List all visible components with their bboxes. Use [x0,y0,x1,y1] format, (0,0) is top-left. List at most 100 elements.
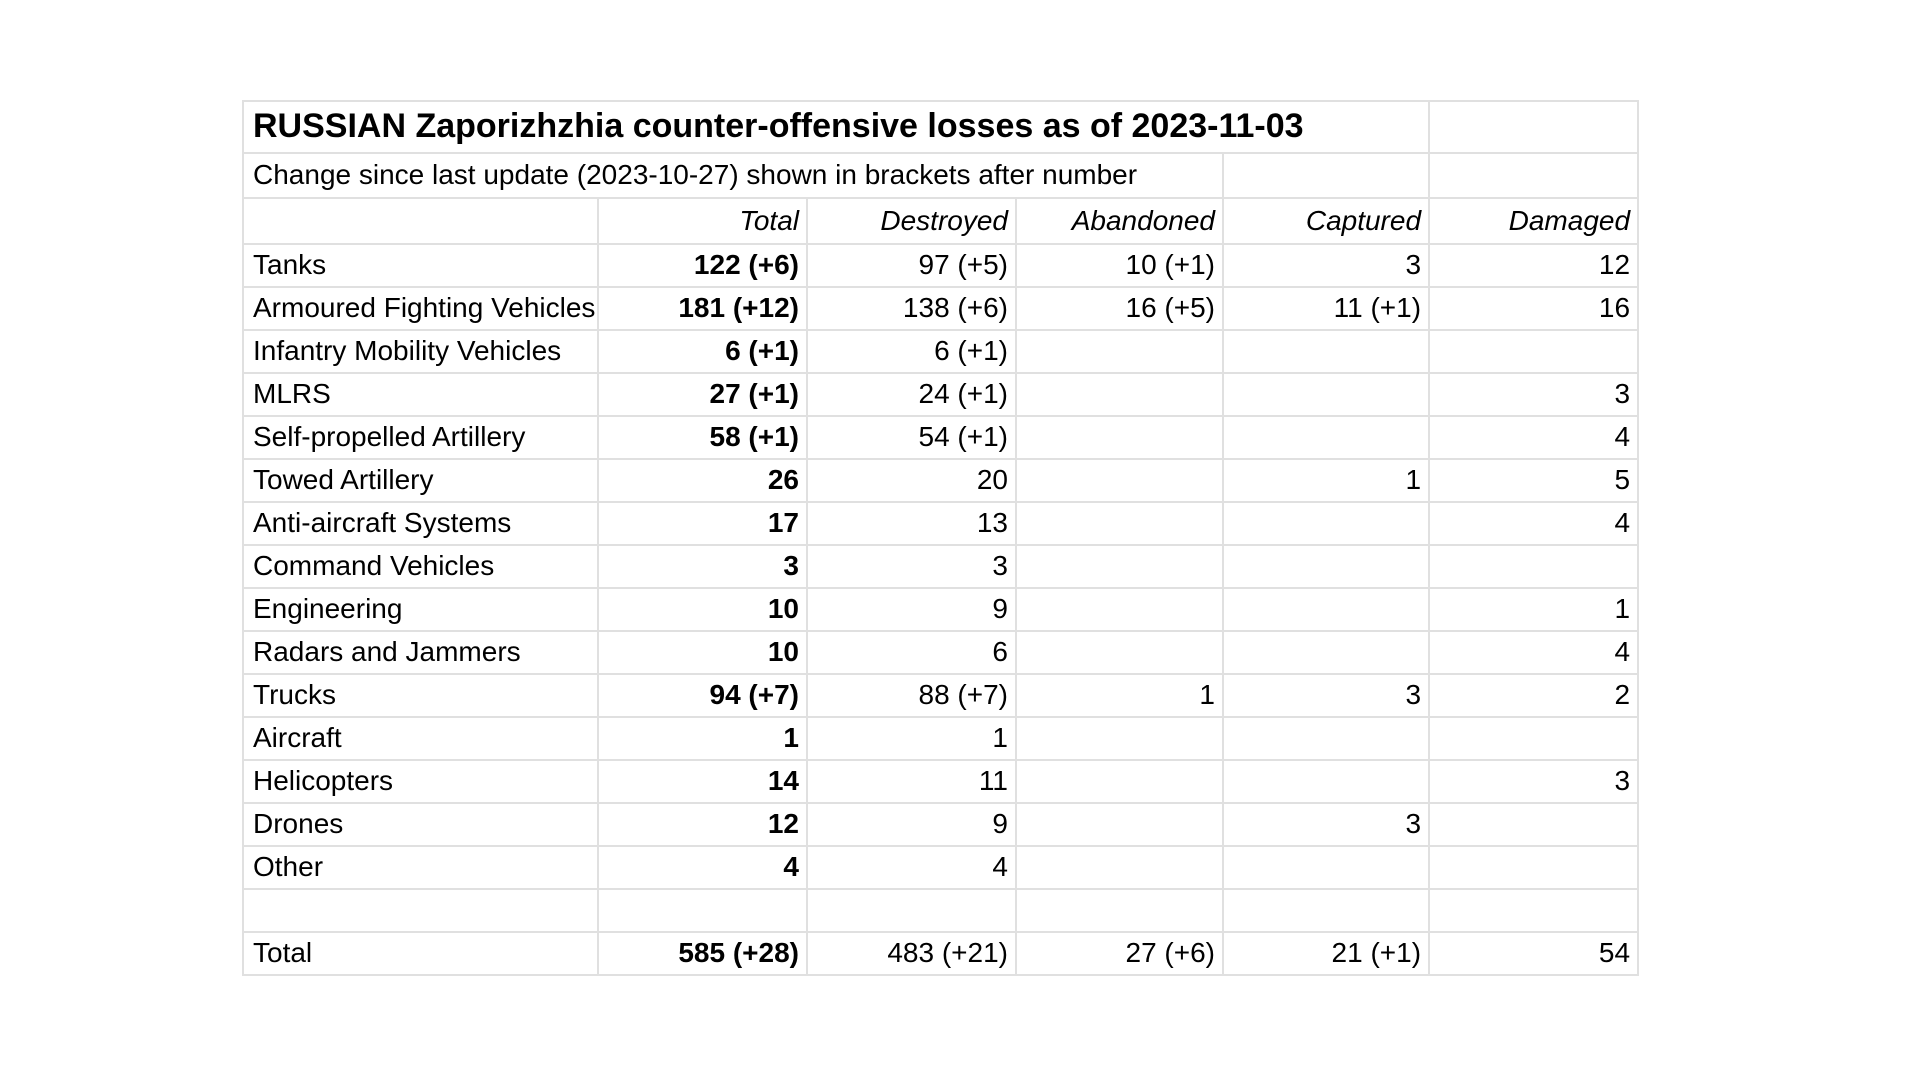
cell-abandoned [1015,372,1224,417]
cell-destroyed: 97 (+5) [806,243,1017,288]
cell-total: 4 [597,845,808,890]
cell-label: Radars and Jammers [242,630,599,675]
losses-table: RUSSIAN Zaporizhzhia counter-offensive l… [241,100,1640,976]
cell-abandoned: 27 (+6) [1015,931,1224,976]
cell-total: 12 [597,802,808,847]
cell-total: 181 (+12) [597,286,808,331]
cell-damaged: 5 [1428,458,1640,503]
cell-abandoned [1015,802,1224,847]
cell-captured [1221,587,1431,632]
cell-damaged: 3 [1428,372,1640,417]
table-row: Other 4 4 [242,845,1640,890]
cell-label: Command Vehicles [242,544,599,589]
page-subtitle: Change since last update (2023-10-27) sh… [242,152,1224,199]
table-body: Tanks 122 (+6) 97 (+5) 10 (+1) 3 12 Armoured F… [242,243,1640,976]
cell-damaged [1428,544,1640,589]
cell-abandoned [1015,587,1224,632]
cell-total: 6 (+1) [597,329,808,374]
spacer-row [242,888,1640,933]
table-row: Tanks 122 (+6) 97 (+5) 10 (+1) 3 12 [242,243,1640,288]
cell-total: 17 [597,501,808,546]
cell-total: 585 (+28) [597,931,808,976]
cell-destroyed: 3 [806,544,1017,589]
cell-captured: 11 (+1) [1221,286,1431,331]
spacer-cell-destroyed [806,888,1017,933]
column-header-destroyed: Destroyed [806,197,1017,245]
table-row: Aircraft 1 1 [242,716,1640,761]
spacer-cell-total [597,888,808,933]
column-header-total: Total [597,197,808,245]
cell-abandoned: 1 [1015,673,1224,718]
table-row: Helicopters 14 11 3 [242,759,1640,804]
cell-captured: 21 (+1) [1221,931,1431,976]
table-row: Armoured Fighting Vehicles 181 (+12) 138 (… [242,286,1640,331]
cell-abandoned [1015,415,1224,460]
cell-abandoned [1015,759,1224,804]
cell-captured: 1 [1221,458,1431,503]
cell-captured [1221,501,1431,546]
cell-destroyed: 9 [806,587,1017,632]
cell-damaged [1428,802,1640,847]
table-row: MLRS 27 (+1) 24 (+1) 3 [242,372,1640,417]
cell-destroyed: 11 [806,759,1017,804]
cell-captured [1221,716,1431,761]
cell-captured [1221,845,1431,890]
cell-captured [1221,329,1431,374]
cell-damaged [1428,716,1640,761]
cell-label: MLRS [242,372,599,417]
cell-abandoned [1015,329,1224,374]
cell-abandoned [1015,501,1224,546]
cell-destroyed: 4 [806,845,1017,890]
cell-total: 58 (+1) [597,415,808,460]
cell-total: 94 (+7) [597,673,808,718]
cell-destroyed: 54 (+1) [806,415,1017,460]
cell-damaged: 1 [1428,587,1640,632]
table-row: Towed Artillery 26 20 1 5 [242,458,1640,503]
cell-total: 10 [597,587,808,632]
cell-total: 3 [597,544,808,589]
cell-damaged: 3 [1428,759,1640,804]
cell-destroyed: 13 [806,501,1017,546]
cell-destroyed: 483 (+21) [806,931,1017,976]
spacer-cell-abandoned [1015,888,1224,933]
cell-captured [1221,630,1431,675]
cell-label: Anti-aircraft Systems [242,501,599,546]
cell-damaged [1428,845,1640,890]
cell-total: 10 [597,630,808,675]
cell-captured [1221,759,1431,804]
column-header-captured: Captured [1221,197,1431,245]
title-row: RUSSIAN Zaporizhzhia counter-offensive l… [241,100,1640,154]
spacer-cell-damaged [1428,888,1640,933]
cell-label: Self-propelled Artillery [242,415,599,460]
cell-label: Drones [242,802,599,847]
cell-destroyed: 6 (+1) [806,329,1017,374]
spacer-cell-label [242,888,599,933]
cell-abandoned [1015,845,1224,890]
cell-captured: 3 [1221,802,1431,847]
cell-destroyed: 20 [806,458,1017,503]
cell-label: Armoured Fighting Vehicles [242,286,599,331]
cell-destroyed: 24 (+1) [806,372,1017,417]
table-row: Command Vehicles 3 3 [242,544,1640,589]
cell-total: 1 [597,716,808,761]
cell-label: Engineering [242,587,599,632]
cell-captured [1221,372,1431,417]
cell-damaged: 2 [1428,673,1640,718]
table-row: Drones 12 9 3 [242,802,1640,847]
cell-captured: 3 [1221,243,1431,288]
cell-destroyed: 6 [806,630,1017,675]
table-row: Engineering 10 9 1 [242,587,1640,632]
cell-destroyed: 88 (+7) [806,673,1017,718]
cell-label: Tanks [242,243,599,288]
cell-abandoned [1015,716,1224,761]
subtitle-row-empty-cell-2 [1428,152,1640,199]
table-row: Radars and Jammers 10 6 4 [242,630,1640,675]
cell-captured [1221,544,1431,589]
cell-captured [1221,415,1431,460]
cell-abandoned: 16 (+5) [1015,286,1224,331]
cell-abandoned: 10 (+1) [1015,243,1224,288]
cell-label: Aircraft [242,716,599,761]
title-row-empty-cell [1428,100,1640,154]
cell-label: Trucks [242,673,599,718]
cell-abandoned [1015,630,1224,675]
